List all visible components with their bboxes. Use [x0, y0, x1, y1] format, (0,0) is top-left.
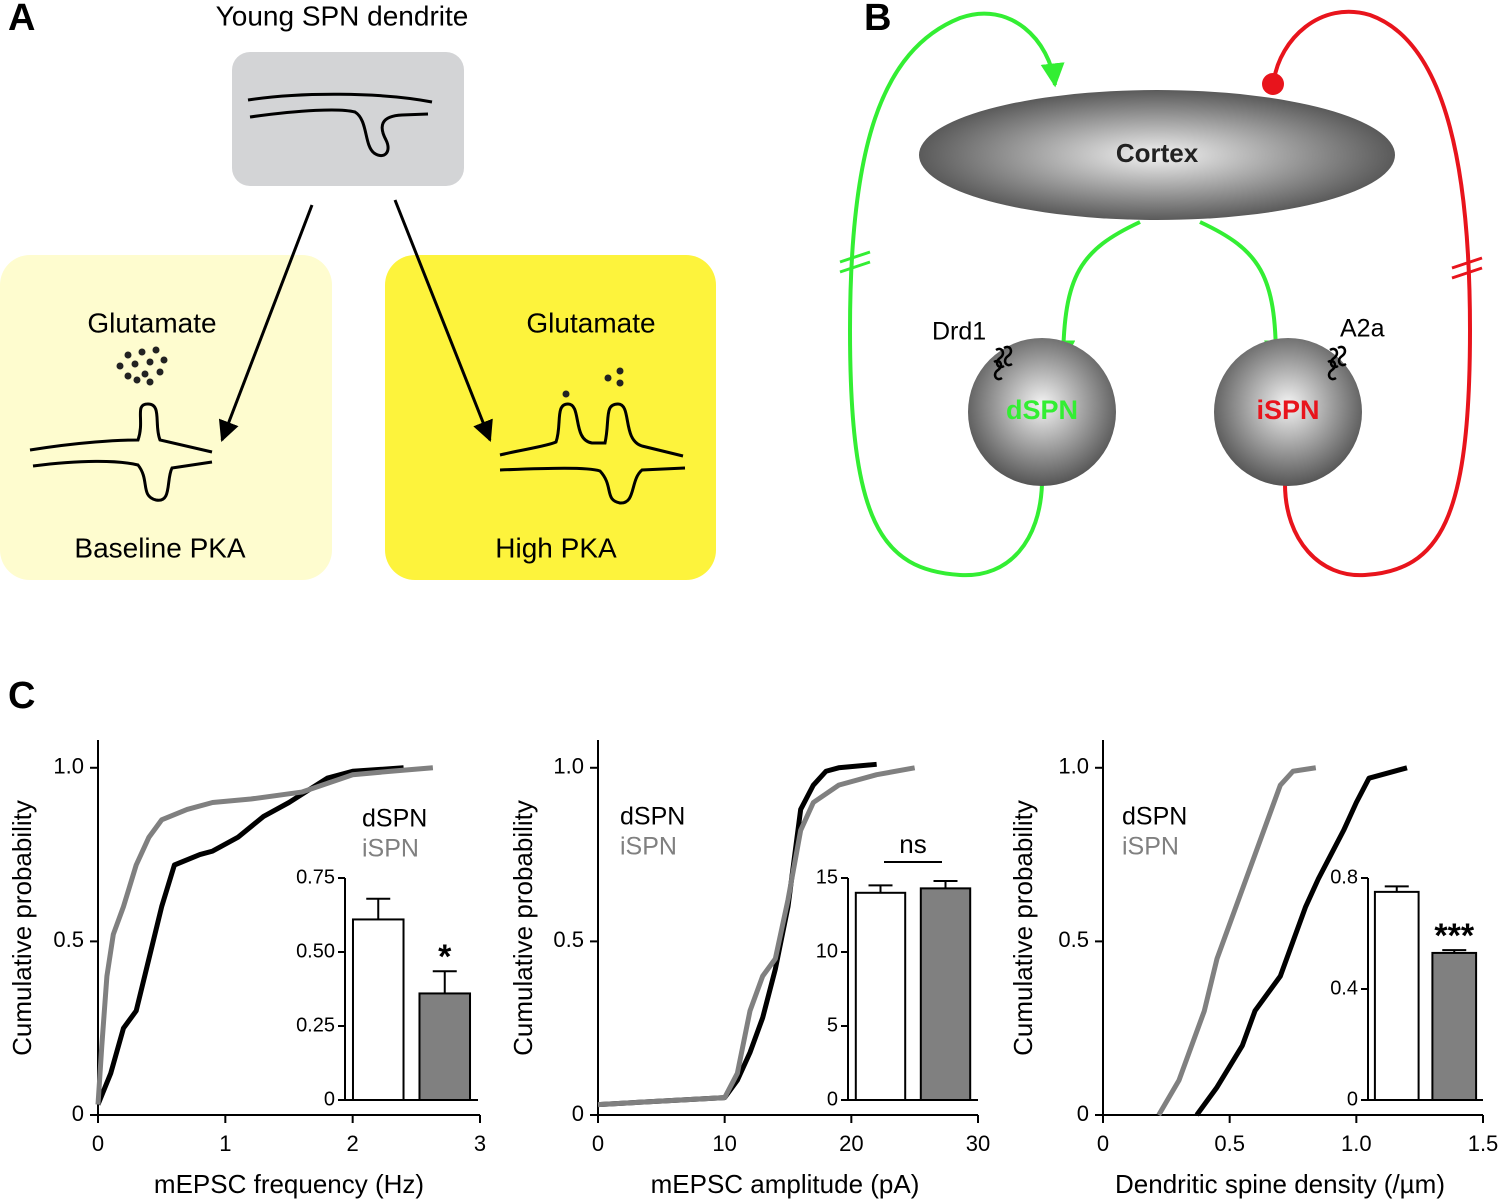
condition: Baseline PKA [74, 532, 246, 563]
y-tick-label: 1.0 [553, 754, 584, 779]
y-tick-label: 0.5 [1058, 927, 1089, 952]
dspn-cell [968, 338, 1116, 486]
y-tick-label: 0.50 [296, 940, 335, 962]
panel-a: A Young SPN dendrite Glutamate Glutamate… [0, 0, 716, 580]
dendrite-box [232, 52, 464, 186]
terminal [1262, 73, 1284, 95]
cortex [919, 90, 1395, 220]
x-tick-label: 3 [474, 1131, 486, 1156]
cell-label: dSPN [1006, 395, 1078, 425]
y-tick-label: 0 [1077, 1101, 1089, 1126]
receptor: A2a [1340, 315, 1385, 343]
bar [854, 891, 907, 1101]
legend-entry: iSPN [1122, 833, 1179, 861]
stimulus: Glutamate [87, 307, 216, 338]
dendrite [499, 466, 686, 505]
y-tick-label: 0 [572, 1101, 584, 1126]
break-mark [839, 250, 871, 274]
projection [847, 11, 1065, 578]
panel-label: C [8, 675, 35, 717]
dendrite [32, 459, 213, 502]
dendrite [499, 402, 684, 458]
cell-label: iSPN [1256, 395, 1319, 425]
arrow [393, 199, 493, 442]
cdf-line [1194, 765, 1408, 1117]
y-tick-label: 0.75 [296, 866, 335, 888]
x-axis-label: mEPSC frequency (Hz) [154, 1169, 424, 1199]
y-tick-label: 0 [1347, 1088, 1358, 1110]
x-tick-label: 0 [92, 1131, 104, 1156]
y-tick-label: 0 [324, 1088, 335, 1110]
y-tick-label: 10 [816, 940, 838, 962]
dendrite [29, 402, 213, 454]
bar [351, 918, 405, 1101]
cdf-line [95, 765, 434, 1105]
receptor-icon [1327, 345, 1347, 381]
dendrite [247, 92, 433, 104]
receptor: Drd1 [932, 318, 986, 346]
arrow [218, 204, 314, 442]
x-tick-label: 10 [712, 1131, 736, 1156]
panel-b: B Cortex dSPN iSPN Drd1 A2a [839, 0, 1483, 578]
high-box [385, 255, 716, 580]
bar [418, 992, 472, 1101]
y-tick-label: 0 [72, 1101, 84, 1126]
y-tick-label: 0 [827, 1088, 838, 1110]
annotation: * [438, 938, 452, 976]
y-axis-label: Cumulative probability [508, 800, 538, 1056]
y-tick-label: 1.0 [1058, 754, 1089, 779]
projection [1051, 220, 1141, 365]
legend-entry: iSPN [620, 833, 677, 861]
bar [1431, 951, 1478, 1101]
y-axis-label: Cumulative probability [1008, 800, 1038, 1056]
y-tick-label: 0.5 [53, 927, 84, 952]
legend-entry: dSPN [620, 803, 685, 831]
annotation: *** [1434, 917, 1474, 955]
y-axis-label: Cumulative probability [7, 800, 37, 1056]
legend-entry: dSPN [1122, 803, 1187, 831]
x-tick-label: 0 [1097, 1131, 1109, 1156]
bar [1373, 890, 1420, 1101]
baseline-box [0, 255, 332, 580]
panel-label: A [8, 0, 35, 39]
y-tick-label: 5 [827, 1014, 838, 1036]
legend-entry: dSPN [362, 805, 427, 833]
y-tick-label: 1.0 [53, 754, 84, 779]
x-tick-label: 20 [839, 1131, 863, 1156]
x-tick-label: 1 [219, 1131, 231, 1156]
y-tick-label: 15 [816, 866, 838, 888]
projection [1272, 9, 1473, 578]
title: Young SPN dendrite [216, 0, 469, 31]
y-tick-label: 0.8 [1330, 866, 1358, 888]
bar [919, 887, 972, 1101]
condition: High PKA [495, 532, 617, 563]
y-tick-label: 0.25 [296, 1014, 335, 1036]
y-tick-label: 0.4 [1330, 977, 1358, 999]
x-axis-label: Dendritic spine density (/µm) [1115, 1169, 1445, 1199]
legend-entry: iSPN [362, 835, 419, 863]
glutamate-dots [116, 346, 624, 398]
panel-label: B [864, 0, 891, 39]
cdf-line [597, 765, 916, 1108]
cdf-line [1156, 765, 1317, 1117]
x-tick-label: 1.0 [1341, 1131, 1372, 1156]
x-tick-label: 30 [966, 1131, 990, 1156]
y-tick-label: 0.5 [553, 927, 584, 952]
x-axis-label: mEPSC amplitude (pA) [651, 1169, 920, 1199]
receptor-icon [993, 345, 1013, 381]
annotation: ns [899, 829, 926, 859]
x-tick-label: 2 [347, 1131, 359, 1156]
x-tick-label: 0 [592, 1131, 604, 1156]
stimulus: Glutamate [526, 307, 655, 338]
projection [1199, 220, 1288, 365]
ispn-cell [1214, 338, 1362, 486]
dendrite [249, 108, 429, 158]
break-mark [1451, 256, 1483, 280]
cortex-label: Cortex [1116, 138, 1199, 168]
x-tick-label: 1.5 [1468, 1131, 1499, 1156]
x-tick-label: 0.5 [1214, 1131, 1245, 1156]
